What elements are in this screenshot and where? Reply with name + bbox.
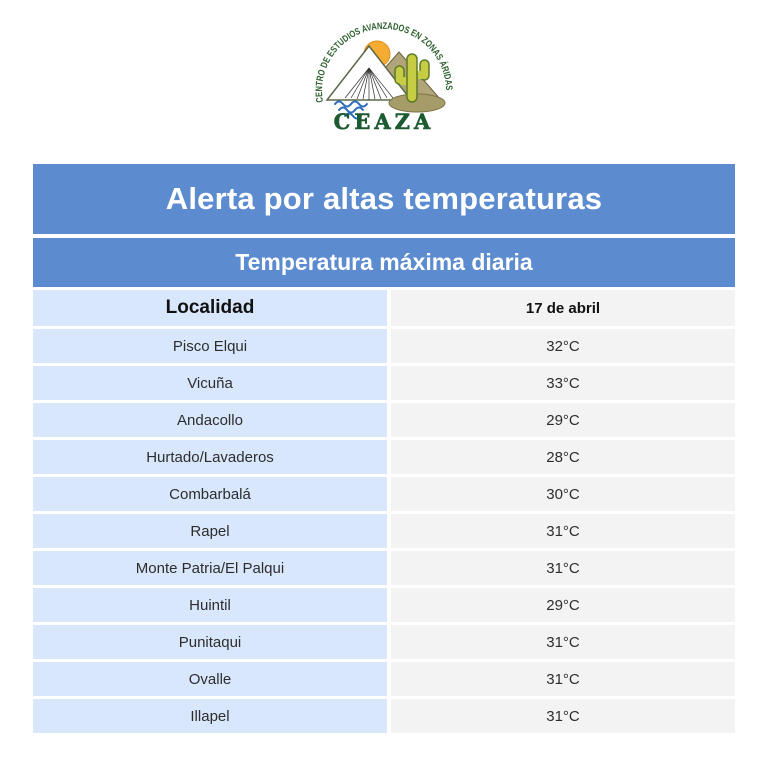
locality-cell: Illapel [33, 699, 387, 733]
alert-title: Alerta por altas temperaturas [33, 164, 735, 234]
temperature-cell: 28°C [391, 440, 735, 474]
ceaza-logo-icon: CENTRO DE ESTUDIOS AVANZADOS EN ZONAS ÁR… [314, 21, 454, 132]
locality-cell: Punitaqui [33, 625, 387, 659]
table-row: Ovalle 31°C [33, 662, 735, 696]
temperature-cell: 29°C [391, 403, 735, 437]
temperature-cell: 31°C [391, 551, 735, 585]
column-header-date: 17 de abril [391, 290, 735, 326]
logo-area: CENTRO DE ESTUDIOS AVANZADOS EN ZONAS ÁR… [0, 0, 768, 164]
table-row: Vicuña 33°C [33, 366, 735, 400]
locality-cell: Combarbalá [33, 477, 387, 511]
locality-cell: Andacollo [33, 403, 387, 437]
table-row: Monte Patria/El Palqui 31°C [33, 551, 735, 585]
temperature-cell: 31°C [391, 662, 735, 696]
locality-cell: Huintil [33, 588, 387, 622]
locality-cell: Hurtado/Lavaderos [33, 440, 387, 474]
alert-panel: Alerta por altas temperaturas Temperatur… [33, 164, 735, 733]
temperature-cell: 31°C [391, 699, 735, 733]
column-header-locality: Localidad [33, 290, 387, 326]
table-row: Andacollo 29°C [33, 403, 735, 437]
table-row: Punitaqui 31°C [33, 625, 735, 659]
table-row: Pisco Elqui 32°C [33, 329, 735, 363]
temperature-cell: 32°C [391, 329, 735, 363]
table-header-row: Localidad 17 de abril [33, 290, 735, 326]
table-row: Huintil 29°C [33, 588, 735, 622]
table-row: Combarbalá 30°C [33, 477, 735, 511]
logo-wordmark: CEAZA [334, 109, 435, 132]
locality-cell: Rapel [33, 514, 387, 548]
temperature-cell: 33°C [391, 366, 735, 400]
temperature-cell: 29°C [391, 588, 735, 622]
temperature-cell: 30°C [391, 477, 735, 511]
table-row: Hurtado/Lavaderos 28°C [33, 440, 735, 474]
alert-subtitle: Temperatura máxima diaria [33, 238, 735, 287]
table-row: Rapel 31°C [33, 514, 735, 548]
temperature-cell: 31°C [391, 514, 735, 548]
locality-cell: Vicuña [33, 366, 387, 400]
field-lines-icon [344, 67, 394, 100]
locality-cell: Pisco Elqui [33, 329, 387, 363]
waves-icon [334, 100, 368, 120]
cactus-icon [394, 53, 430, 103]
locality-cell: Monte Patria/El Palqui [33, 551, 387, 585]
table-row: Illapel 31°C [33, 699, 735, 733]
locality-cell: Ovalle [33, 662, 387, 696]
temperature-cell: 31°C [391, 625, 735, 659]
